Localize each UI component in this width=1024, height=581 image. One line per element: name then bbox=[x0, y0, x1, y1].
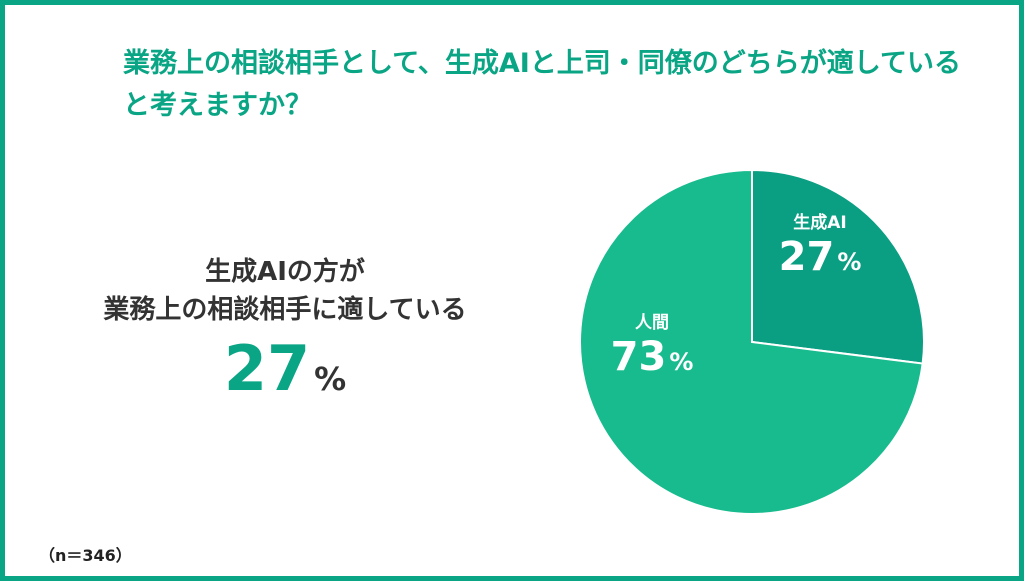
pie-slice-ai bbox=[751, 168, 925, 365]
chart-title: 業務上の相談相手として、生成AIと上司・同僚のどちらが適していると考えますか？ bbox=[123, 48, 961, 121]
pie-slice-human bbox=[579, 168, 924, 515]
pie-label-value-ai: 27% bbox=[779, 234, 862, 280]
pie-label-name-human: 人間 bbox=[635, 313, 669, 333]
summary-block: 生成AIの方が 業務上の相談相手に適している 27% bbox=[65, 253, 505, 421]
summary-line-1: 生成AIの方が bbox=[205, 257, 365, 287]
sample-size-note: （n＝346） bbox=[39, 546, 132, 565]
summary-value: 27% bbox=[65, 333, 505, 421]
pie-label-name-ai: 生成AI bbox=[793, 212, 846, 233]
summary-line-2: 業務上の相談相手に適している bbox=[103, 295, 467, 325]
summary-value-unit: % bbox=[314, 360, 347, 398]
summary-value-number: 27 bbox=[223, 332, 311, 405]
pie-label-value-human: 73% bbox=[611, 334, 694, 380]
